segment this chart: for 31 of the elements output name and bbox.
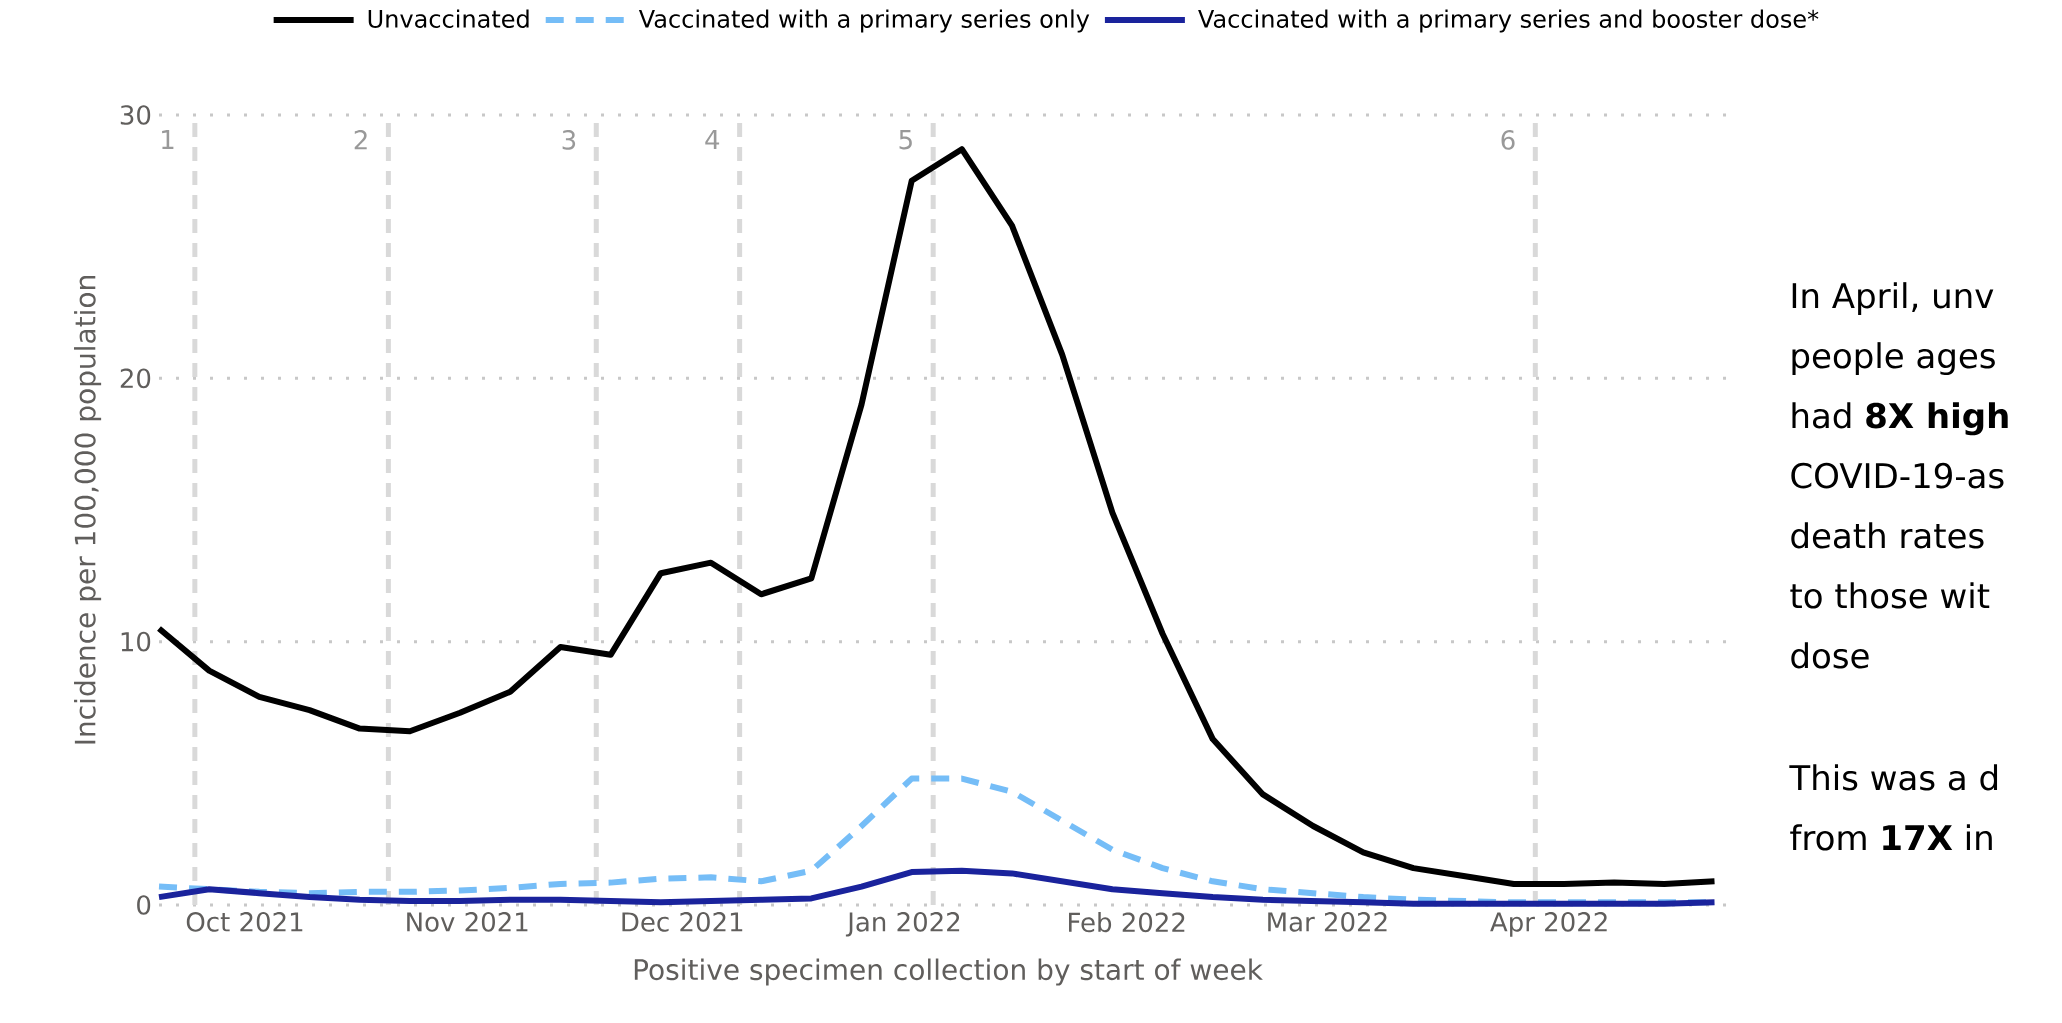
y-tick-label: 30 xyxy=(120,105,151,125)
x-axis-title: Positive specimen collection by start of week xyxy=(634,958,1263,986)
text: to those wit xyxy=(1790,582,1990,609)
text: had 8X high xyxy=(1792,402,2008,436)
legend-label: Vaccinated with a primary series only xyxy=(638,9,1090,33)
text: This was a d xyxy=(1789,764,1998,791)
x-tick-label: Mar 2022 xyxy=(1268,912,1387,932)
ref-line-label: 6 xyxy=(1501,130,1515,150)
y-axis-title: Incidence per 100,000 population xyxy=(74,276,102,744)
ref-line-label: 1 xyxy=(162,130,174,150)
legend-label: Vaccinated with a primary series and booster dose* xyxy=(1198,9,1819,33)
text: COVID-19-as xyxy=(1791,462,2004,489)
ref-line-label: 3 xyxy=(562,130,576,150)
text: death rates xyxy=(1791,522,1984,549)
text: dose xyxy=(1791,642,1869,669)
x-tick-label: Jan 2022 xyxy=(845,912,960,937)
text: from 17X in xyxy=(1790,824,1992,851)
x-tick-label: Oct 2021 xyxy=(186,912,303,932)
ref-line-label: 5 xyxy=(899,130,912,150)
y-tick-label: 10 xyxy=(121,631,151,652)
y-tick-label: 0 xyxy=(137,895,151,915)
text: people ages xyxy=(1792,342,1995,376)
text: In April, unv xyxy=(1792,282,1994,316)
ref-line-label: 4 xyxy=(705,130,720,150)
x-tick-label: Dec 2021 xyxy=(622,912,743,932)
legend-label: Unvaccinated xyxy=(368,9,529,28)
y-tick-label: 20 xyxy=(120,368,151,389)
x-tick-label: Nov 2021 xyxy=(407,912,528,932)
ref-line-label: 2 xyxy=(354,130,367,150)
x-tick-label: Apr 2022 xyxy=(1490,912,1607,937)
x-tick-label: Feb 2022 xyxy=(1069,912,1185,933)
